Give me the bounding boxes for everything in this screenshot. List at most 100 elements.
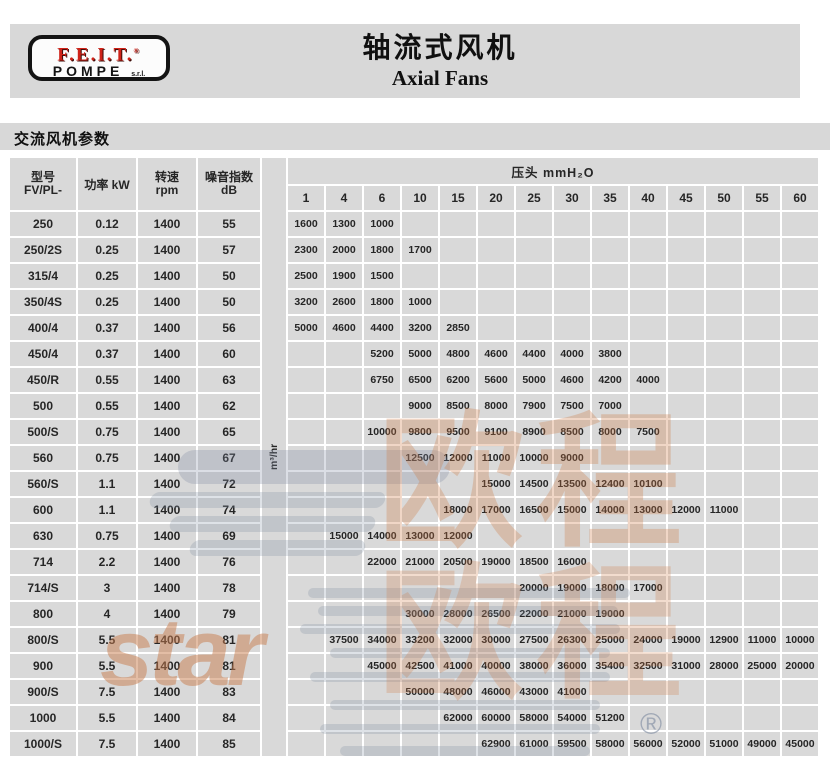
flow-cell: 2600: [326, 290, 362, 314]
flow-cell: 1800: [364, 238, 400, 262]
flow-cell: 10100: [630, 472, 666, 496]
flow-cell: [706, 316, 742, 340]
flow-cell: [630, 316, 666, 340]
flow-cell: [706, 706, 742, 730]
page-title-en: Axial Fans: [391, 66, 489, 90]
flow-cell: 4600: [554, 368, 590, 392]
flow-cell: [516, 524, 552, 548]
flow-cell: [782, 472, 818, 496]
flow-cell: 11000: [744, 628, 780, 652]
db-cell: 74: [198, 498, 260, 522]
flow-cell: 31000: [668, 654, 704, 678]
flow-cell: 8900: [516, 420, 552, 444]
flow-cell: [706, 472, 742, 496]
section-title: 交流风机参数: [14, 131, 111, 148]
flow-cell: [288, 576, 324, 600]
flow-cell: [592, 238, 628, 262]
flow-cell: [744, 420, 780, 444]
flow-cell: 10000: [516, 446, 552, 470]
flow-cell: [668, 550, 704, 574]
flow-cell: 13000: [630, 498, 666, 522]
flow-cell: [744, 264, 780, 288]
flow-cell: [364, 706, 400, 730]
rpm-cell: 1400: [138, 550, 196, 574]
power-cell: 0.25: [78, 238, 136, 262]
model-cell: 900: [10, 654, 76, 678]
flow-cell: [288, 680, 324, 704]
model-cell: 250/2S: [10, 238, 76, 262]
db-cell: 56: [198, 316, 260, 340]
flow-cell: [782, 290, 818, 314]
flow-cell: [592, 316, 628, 340]
flow-cell: 60000: [478, 706, 514, 730]
power-cell: 3: [78, 576, 136, 600]
model-cell: 560: [10, 446, 76, 470]
flow-cell: 62900: [478, 732, 514, 756]
flow-cell: 4600: [326, 316, 362, 340]
flow-cell: [288, 472, 324, 496]
db-cell: 60: [198, 342, 260, 366]
pressure-col-header: 35: [592, 186, 628, 210]
flow-cell: [668, 680, 704, 704]
flow-cell: [478, 212, 514, 236]
flow-cell: 9100: [478, 420, 514, 444]
db-cell: 79: [198, 602, 260, 626]
flow-cell: [668, 212, 704, 236]
flow-cell: [706, 290, 742, 314]
flow-cell: [630, 550, 666, 574]
power-cell: 0.55: [78, 394, 136, 418]
pressure-col-header: 10: [402, 186, 438, 210]
flow-cell: 16000: [554, 550, 590, 574]
db-cell: 65: [198, 420, 260, 444]
pressure-col-header: 50: [706, 186, 742, 210]
flow-cell: 3200: [402, 316, 438, 340]
flow-cell: 42500: [402, 654, 438, 678]
flow-cell: [630, 394, 666, 418]
flow-cell: [630, 342, 666, 366]
flow-cell: [364, 472, 400, 496]
flow-cell: [402, 576, 438, 600]
flow-cell: [706, 446, 742, 470]
flow-cell: [478, 576, 514, 600]
flow-cell: 51000: [706, 732, 742, 756]
flow-cell: [364, 602, 400, 626]
logo-feit-label: F.E.I.T.: [57, 44, 134, 66]
flow-cell: 17000: [478, 498, 514, 522]
flow-cell: [364, 498, 400, 522]
flow-cell: 38000: [516, 654, 552, 678]
model-cell: 500: [10, 394, 76, 418]
flow-cell: 9000: [554, 446, 590, 470]
rpm-cell: 1400: [138, 212, 196, 236]
logo-pompe-text: POMPE s.r.l.: [32, 64, 166, 82]
flow-cell: [402, 706, 438, 730]
flow-cell: [478, 316, 514, 340]
model-col-header: 型号 FV/PL-: [10, 158, 76, 210]
flow-cell: 5600: [478, 368, 514, 392]
flow-cell: [668, 368, 704, 392]
flow-cell: 5200: [364, 342, 400, 366]
flow-cell: 17000: [630, 576, 666, 600]
flow-cell: [516, 316, 552, 340]
db-cell: 81: [198, 654, 260, 678]
flow-cell: 13000: [402, 524, 438, 548]
rpm-cell: 1400: [138, 576, 196, 600]
flow-cell: [440, 212, 476, 236]
flow-cell: [706, 212, 742, 236]
pressure-col-header: 60: [782, 186, 818, 210]
db-cell: 76: [198, 550, 260, 574]
flow-cell: 26300: [554, 628, 590, 652]
flow-cell: [402, 472, 438, 496]
pressure-col-header: 6: [364, 186, 400, 210]
flow-cell: [288, 342, 324, 366]
flow-cell: [326, 446, 362, 470]
flow-cell: 8000: [478, 394, 514, 418]
flow-cell: 40000: [478, 654, 514, 678]
flow-cell: [668, 316, 704, 340]
flow-cell: [744, 212, 780, 236]
flow-cell: [554, 524, 590, 548]
power-cell: 4: [78, 602, 136, 626]
flow-cell: [706, 368, 742, 392]
flow-cell: 36000: [554, 654, 590, 678]
flow-cell: [630, 602, 666, 626]
flow-cell: [288, 706, 324, 730]
